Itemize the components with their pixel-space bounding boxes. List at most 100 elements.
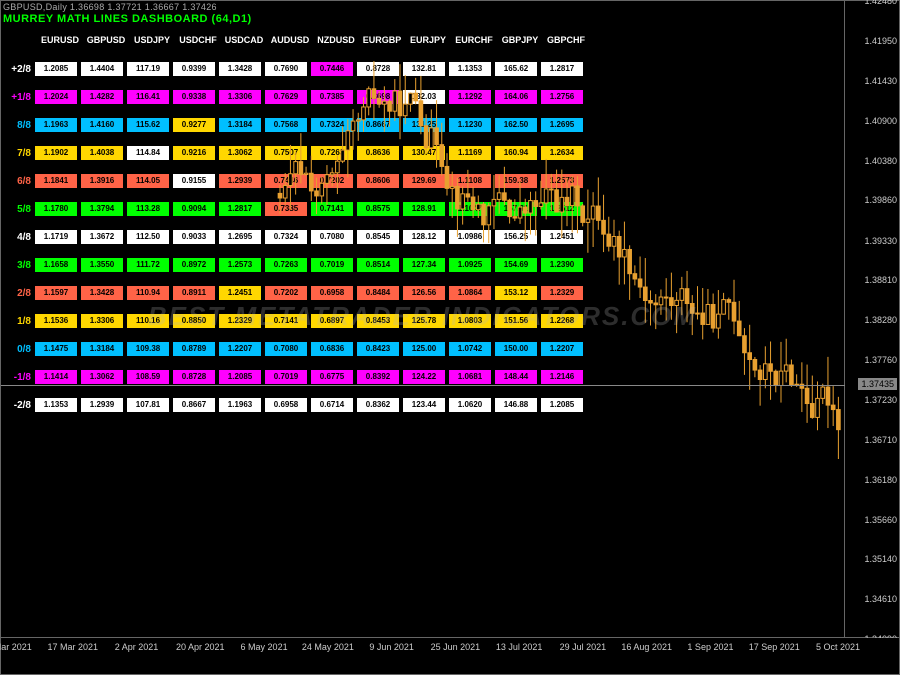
row--2-8: -2/81.13531.2939107.810.86671.19630.6958… xyxy=(5,391,583,419)
row-label: 3/8 xyxy=(5,260,35,271)
cell: 1.1536 xyxy=(35,314,77,328)
cell: 1.1475 xyxy=(35,342,77,356)
dashboard-title: MURREY MATH LINES DASHBOARD (64,D1) xyxy=(3,13,252,25)
cell: 1.0620 xyxy=(449,398,491,412)
cell: 1.0681 xyxy=(449,370,491,384)
currency-headers: EURUSDGBPUSDUSDJPYUSDCHFUSDCADAUDUSDNZDU… xyxy=(39,35,587,45)
row-label: 5/8 xyxy=(5,204,35,215)
cell: 1.1963 xyxy=(35,118,77,132)
x-tick: 1 Sep 2021 xyxy=(687,642,733,652)
row-label: +1/8 xyxy=(5,92,35,103)
chart-area[interactable]: GBPUSD,Daily 1.36698 1.37721 1.36667 1.3… xyxy=(0,0,845,638)
header-gbpjpy: GBPJPY xyxy=(499,35,541,45)
cell: 0.7446 xyxy=(311,62,353,76)
cell: 159.38 xyxy=(495,174,537,188)
cell: 126.56 xyxy=(403,286,445,300)
x-tick: 25 Jun 2021 xyxy=(431,642,481,652)
row-label: 6/8 xyxy=(5,176,35,187)
cell: 0.8728 xyxy=(173,370,215,384)
cell: 151.56 xyxy=(495,314,537,328)
cell: 0.9094 xyxy=(173,202,215,216)
cell: 1.2085 xyxy=(541,398,583,412)
cell: 1.1780 xyxy=(35,202,77,216)
cell: 1.2085 xyxy=(219,370,261,384)
cell: 0.8728 xyxy=(357,62,399,76)
y-axis: 1.424801.419501.414301.409001.403801.398… xyxy=(845,0,900,638)
price-tag: 1.37435 xyxy=(858,378,897,390)
header-eurchf: EURCHF xyxy=(453,35,495,45)
cell: 1.3550 xyxy=(81,258,123,272)
x-tick: 5 Oct 2021 xyxy=(816,642,860,652)
x-tick: 2 Apr 2021 xyxy=(115,642,159,652)
y-tick: 1.38810 xyxy=(864,275,897,285)
cell: 1.2329 xyxy=(219,314,261,328)
cell: 0.6958 xyxy=(311,286,353,300)
cell: 0.6897 xyxy=(311,314,353,328)
cell: 0.9338 xyxy=(173,90,215,104)
cell: 0.7385 xyxy=(265,202,307,216)
cell: 1.2695 xyxy=(219,230,261,244)
header-gbpchf: GBPCHF xyxy=(545,35,587,45)
x-tick: 29 Jul 2021 xyxy=(560,642,607,652)
cell: 0.8850 xyxy=(173,314,215,328)
cell: 1.4160 xyxy=(81,118,123,132)
cell: 164.06 xyxy=(495,90,537,104)
row-8-8: 8/81.19631.4160115.620.92771.31840.75680… xyxy=(5,111,583,139)
cell: 110.94 xyxy=(127,286,169,300)
cell: 150.00 xyxy=(495,342,537,356)
row-7-8: 7/81.19021.4038114.840.92161.30620.75070… xyxy=(5,139,583,167)
cell: 0.7629 xyxy=(265,90,307,104)
cell: 1.0803 xyxy=(449,314,491,328)
cell: 1.1108 xyxy=(449,174,491,188)
cell: 0.8667 xyxy=(357,118,399,132)
cell: 125.00 xyxy=(403,342,445,356)
cell: 0.7202 xyxy=(311,174,353,188)
header-usdchf: USDCHF xyxy=(177,35,219,45)
row-label: 4/8 xyxy=(5,232,35,243)
cell: 1.2207 xyxy=(219,342,261,356)
cell: 165.62 xyxy=(495,62,537,76)
row-2-8: 2/81.15971.3428110.940.89111.24510.72020… xyxy=(5,279,583,307)
cell: 0.8514 xyxy=(357,258,399,272)
cell: 1.1292 xyxy=(449,90,491,104)
cell: 1.0986 xyxy=(449,230,491,244)
cell: 1.4038 xyxy=(81,146,123,160)
cell: 1.3306 xyxy=(219,90,261,104)
cell: 0.6836 xyxy=(311,342,353,356)
y-tick: 1.35140 xyxy=(864,554,897,564)
cell: 0.8698 xyxy=(357,90,399,104)
cell: 0.8606 xyxy=(357,174,399,188)
x-axis: 1 Mar 202117 Mar 20212 Apr 202120 Apr 20… xyxy=(0,638,900,675)
cell: 127.34 xyxy=(403,258,445,272)
cell: 1.0742 xyxy=(449,342,491,356)
row-label: 0/8 xyxy=(5,344,35,355)
x-tick: 1 Mar 2021 xyxy=(0,642,32,652)
cell: 129.69 xyxy=(403,174,445,188)
cell: 0.7690 xyxy=(265,62,307,76)
cell: 1.2817 xyxy=(541,62,583,76)
x-tick: 16 Aug 2021 xyxy=(621,642,672,652)
cell: 0.6714 xyxy=(311,398,353,412)
row--1-8: -1/81.14141.3062108.590.87281.20850.7019… xyxy=(5,363,583,391)
cell: 1.2634 xyxy=(541,146,583,160)
cell: 1.0864 xyxy=(449,286,491,300)
row-label: 8/8 xyxy=(5,120,35,131)
cell: 1.4404 xyxy=(81,62,123,76)
y-tick: 1.34610 xyxy=(864,594,897,604)
row-1-8: 1/81.15361.3306110.160.88501.23290.71410… xyxy=(5,307,583,335)
current-price-line xyxy=(1,385,846,386)
y-tick: 1.37230 xyxy=(864,395,897,405)
cell: 1.3062 xyxy=(81,370,123,384)
row-label: 2/8 xyxy=(5,288,35,299)
y-tick: 1.36180 xyxy=(864,475,897,485)
x-tick: 9 Jun 2021 xyxy=(369,642,414,652)
row-label: -2/8 xyxy=(5,400,35,411)
x-tick: 24 May 2021 xyxy=(302,642,354,652)
cell: 146.88 xyxy=(495,398,537,412)
cell: 1.3428 xyxy=(81,286,123,300)
cell: 1.3184 xyxy=(219,118,261,132)
y-tick: 1.40900 xyxy=(864,116,897,126)
y-tick: 1.42480 xyxy=(864,0,897,6)
cell: 0.9033 xyxy=(173,230,215,244)
cell: 0.7263 xyxy=(265,258,307,272)
